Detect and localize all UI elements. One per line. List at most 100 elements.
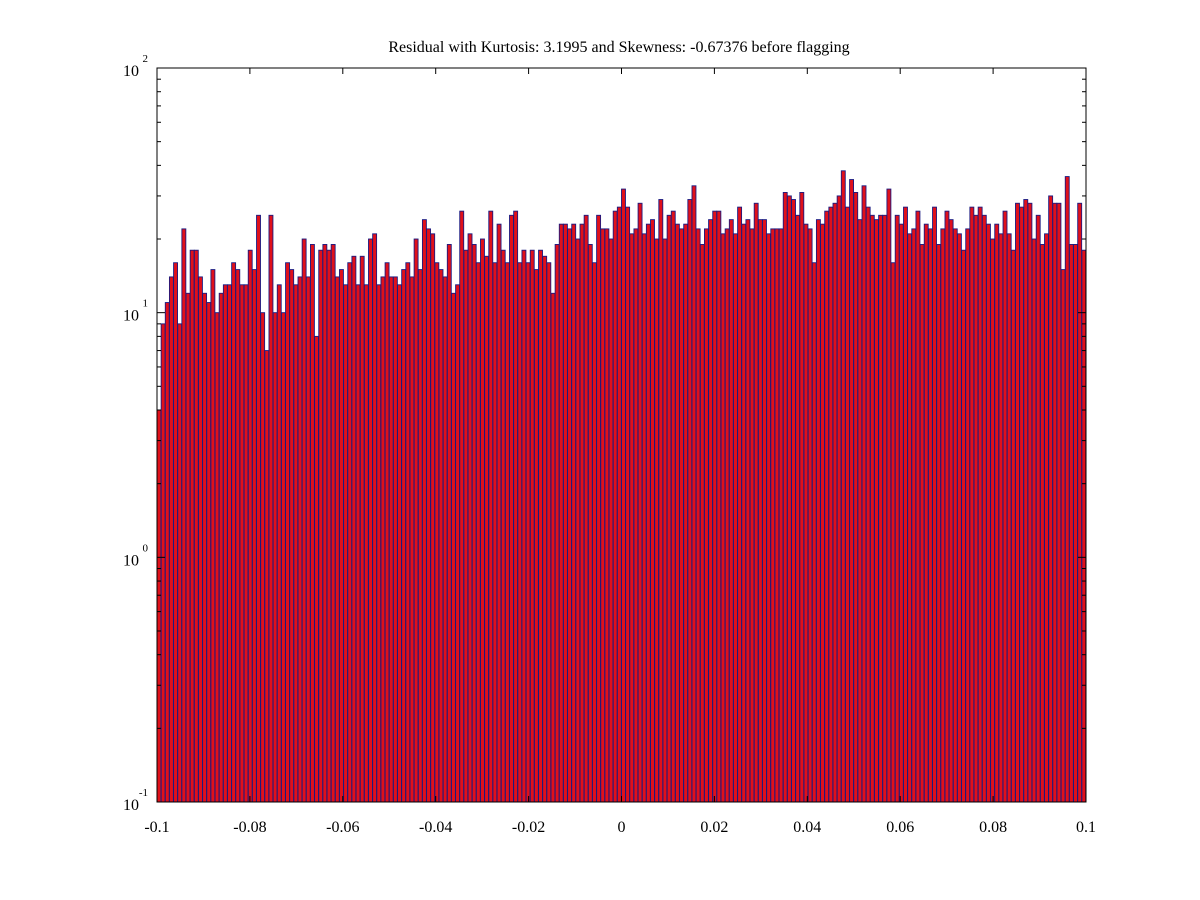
histogram-bar <box>641 233 647 803</box>
histogram-bar <box>558 223 564 803</box>
histogram-bar <box>936 244 942 803</box>
histogram-bar <box>596 214 602 803</box>
histogram-bar <box>807 228 813 803</box>
histogram-bar <box>392 276 398 803</box>
histogram-bar <box>621 188 626 803</box>
histogram-bar <box>592 262 597 803</box>
histogram-bar <box>239 284 245 803</box>
histogram-bar <box>301 238 307 803</box>
histogram-bar <box>961 249 966 803</box>
histogram-bar <box>956 233 962 803</box>
histogram-bar <box>986 223 991 803</box>
histogram-bar <box>247 249 253 803</box>
x-tick-label: -0.1 <box>144 819 169 836</box>
histogram-bar <box>670 210 676 803</box>
histogram-bar <box>500 249 506 803</box>
histogram-bar <box>753 202 759 803</box>
histogram-bar <box>749 228 755 803</box>
y-tick-label: 10 <box>123 63 139 80</box>
histogram-bar <box>322 244 328 803</box>
histogram-bar <box>625 206 631 803</box>
histogram-bar <box>741 223 747 803</box>
histogram-bar <box>198 276 203 803</box>
histogram-bar <box>608 238 614 803</box>
histogram-bar <box>235 269 241 803</box>
histogram-bar <box>803 223 809 803</box>
x-tick-label: -0.02 <box>512 819 545 836</box>
histogram-bar <box>940 228 946 803</box>
histogram-bar <box>413 238 419 803</box>
histogram-bar <box>811 262 817 803</box>
histogram-bar <box>683 223 689 803</box>
histogram-bar <box>919 244 925 803</box>
histogram-bar <box>202 292 208 803</box>
histogram-bar <box>923 223 929 803</box>
histogram-bar <box>227 284 232 803</box>
histogram-bar <box>538 249 543 803</box>
histogram-bar <box>488 210 494 803</box>
histogram-bar <box>890 262 896 803</box>
histogram-bar <box>778 228 784 803</box>
histogram-bar <box>218 292 224 803</box>
histogram-bar <box>351 255 357 803</box>
histogram-bar <box>185 292 191 803</box>
y-tick-exponent: 1 <box>143 298 149 310</box>
histogram-bar <box>633 228 639 803</box>
x-tick-label: 0.1 <box>1076 819 1096 836</box>
histogram-bar <box>699 244 705 803</box>
histogram-bar <box>554 244 560 803</box>
histogram-bar <box>1056 202 1062 803</box>
histogram-bar <box>616 206 622 803</box>
histogram-bar <box>728 219 734 803</box>
histogram-bar <box>845 206 850 803</box>
histogram-bar <box>907 233 913 803</box>
histogram-bar <box>869 214 875 803</box>
histogram-bar <box>799 191 805 803</box>
histogram-bar <box>674 223 680 803</box>
histogram-bar <box>832 202 838 803</box>
histogram-bar <box>380 276 386 803</box>
histogram-bar <box>973 214 979 803</box>
histogram-bar <box>397 284 402 803</box>
histogram-bar <box>189 249 195 803</box>
histogram-bar <box>417 269 423 803</box>
histogram-bar <box>326 249 332 803</box>
histogram-bar <box>745 219 751 803</box>
histogram-bar <box>529 249 535 803</box>
histogram-bar <box>1002 210 1008 803</box>
histogram-bar <box>260 312 266 803</box>
histogram-bar <box>372 233 378 803</box>
histogram-bar <box>981 214 987 803</box>
histogram-bar <box>662 238 668 803</box>
histogram-bar <box>285 262 290 803</box>
histogram-bar <box>517 262 523 803</box>
histogram-bar <box>587 244 593 803</box>
histogram-bar <box>533 269 539 803</box>
histogram-bar <box>666 214 672 803</box>
histogram-bar <box>820 223 825 803</box>
histogram-bar <box>492 262 498 803</box>
histogram-bar <box>405 262 411 803</box>
histogram-bar <box>376 284 382 803</box>
histogram-bar <box>612 210 618 803</box>
histogram-bar <box>637 202 643 803</box>
histogram-bar <box>339 269 344 803</box>
histogram-bar <box>243 284 249 803</box>
histogram-bar <box>438 269 444 803</box>
x-ticks: -0.1 -0.08 -0.06 -0.04 -0.02 0 0.02 0.04 0.06 0.0… <box>144 68 1096 836</box>
histogram-bar <box>272 312 278 803</box>
chart-title: Residual with Kurtosis: 3.1995 and Skewn… <box>388 39 849 56</box>
histogram-bar <box>990 238 996 803</box>
histogram-bar <box>782 191 788 803</box>
histogram-bar <box>550 292 556 803</box>
histogram-bar <box>1060 269 1066 803</box>
histogram-bar <box>210 269 216 803</box>
histogram-bar <box>766 233 772 803</box>
histogram-bar <box>330 244 336 803</box>
histogram-bar <box>1006 233 1012 803</box>
histogram-bar <box>786 195 792 803</box>
histogram-bar <box>251 269 257 803</box>
histogram-bar <box>181 228 187 803</box>
